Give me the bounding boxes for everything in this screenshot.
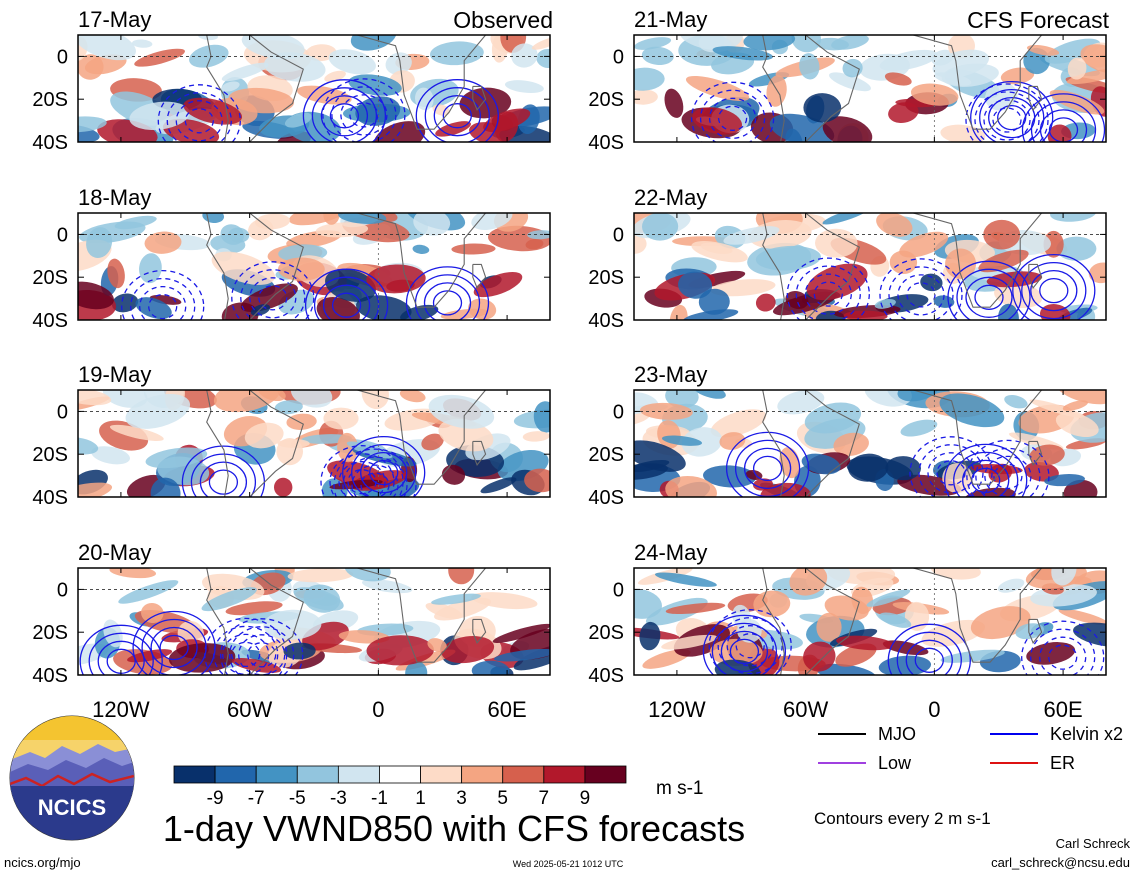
colorbar-label: -7: [248, 788, 265, 809]
lat-tick-label: 20S: [588, 267, 624, 289]
lat-tick-label: 0: [613, 579, 624, 601]
lon-tick-labels: 120W 60W 0 60E 120W 60W 0 60E: [92, 697, 1083, 722]
ncics-logo: NCICS: [9, 715, 135, 841]
colorbar-swatch: [584, 765, 627, 784]
panel-19-May: 0 20S 40S 19-May: [32, 362, 551, 509]
footer-timestamp: Wed 2025-05-21 1012 UTC: [513, 859, 624, 869]
legend-label: ER: [1050, 753, 1075, 773]
footer-author: Carl Schreck: [1056, 836, 1131, 851]
lat-tick-label: 0: [57, 579, 68, 601]
colorbar-swatch: [543, 765, 586, 784]
contour-note: Contours every 2 m s-1: [814, 809, 991, 828]
logo-text: NCICS: [38, 795, 106, 820]
colorbar-label: -1: [371, 788, 388, 809]
legend: MJO Kelvin x2 Low ER: [818, 724, 1123, 773]
colorbar-label: 5: [497, 788, 508, 809]
panels-layer: 020S40S17-May020S40S18-May020S40S19-May0…: [32, 7, 1107, 687]
lat-tick-label: 20S: [588, 444, 624, 466]
colorbar-swatch: [214, 765, 257, 784]
lat-tick-label: 20S: [32, 267, 68, 289]
lon-tick-label: 60E: [1044, 697, 1083, 722]
colorbar-swatch: [461, 765, 504, 784]
colorbar-swatch: [379, 765, 421, 784]
panel-date-label: 23-May: [634, 362, 707, 387]
lat-tick-label: 0: [613, 401, 624, 423]
lat-tick-label: 0: [613, 224, 624, 246]
colorbar-swatch: [255, 765, 298, 784]
lat-tick-label: 40S: [588, 665, 624, 687]
panel-23-May: 0 20S 40S 23-May: [588, 362, 1107, 509]
lat-tick-label: 0: [57, 224, 68, 246]
lat-tick-label: 40S: [32, 132, 68, 154]
panel-18-May: 0 20S 40S 18-May: [32, 185, 551, 332]
lat-tick-label: 40S: [588, 487, 624, 509]
colorbar-label: 9: [580, 788, 591, 809]
legend-item-mjo: MJO: [818, 724, 916, 744]
panel-22-May: 0 20S 40S 22-May: [588, 185, 1107, 332]
legend-label: Kelvin x2: [1050, 724, 1123, 744]
legend-label: MJO: [878, 724, 916, 744]
lat-tick-label: 20S: [32, 444, 68, 466]
panel-date-label: 18-May: [78, 185, 151, 210]
legend-label: Low: [878, 753, 912, 773]
lat-tick-label: 40S: [32, 487, 68, 509]
legend-item-low: Low: [818, 753, 912, 773]
lat-tick-label: 20S: [32, 89, 68, 111]
legend-item-er: ER: [990, 753, 1075, 773]
colorbar-label: -9: [207, 788, 224, 809]
colorbar-swatch: [296, 765, 339, 784]
lat-tick-label: 0: [613, 46, 624, 68]
panel-date-label: 20-May: [78, 540, 151, 565]
colorbar-swatch: [502, 765, 545, 784]
panel-date-label: 21-May: [634, 7, 707, 32]
colorbar-label: -5: [289, 788, 306, 809]
panel-date-label: 19-May: [78, 362, 151, 387]
lat-tick-label: 40S: [588, 132, 624, 154]
lon-tick-label: 60E: [488, 697, 527, 722]
lon-tick-label: 60W: [227, 697, 272, 722]
panel-date-label: 22-May: [634, 185, 707, 210]
lon-tick-label: 120W: [92, 697, 150, 722]
colorbar-swatch: [420, 765, 463, 784]
footer-url[interactable]: ncics.org/mjo: [4, 855, 81, 870]
colorbar-label: 1: [415, 788, 426, 809]
lat-tick-label: 40S: [32, 665, 68, 687]
legend-item-kelvin-x2: Kelvin x2: [990, 724, 1123, 744]
lon-tick-label: 0: [928, 697, 940, 722]
colorbar-swatch: [173, 765, 216, 784]
colorbar-label: 7: [539, 788, 550, 809]
units-label: m s-1: [656, 778, 704, 799]
column-label-forecast: CFS Forecast: [967, 7, 1109, 33]
panel-21-May: 0 20S 40S 21-May: [588, 7, 1107, 154]
panel-20-May: 0 20S 40S 20-May: [32, 540, 551, 687]
lat-tick-label: 20S: [588, 89, 624, 111]
lat-tick-label: 0: [57, 401, 68, 423]
panel-17-May: 0 20S 40S 17-May: [32, 7, 551, 154]
panel-date-label: 24-May: [634, 540, 707, 565]
panel-24-May: 0 20S 40S 24-May: [588, 540, 1107, 687]
panel-date-label: 17-May: [78, 7, 151, 32]
footer-email[interactable]: carl_schreck@ncsu.edu: [991, 855, 1130, 870]
colorbar-label: 3: [456, 788, 467, 809]
lat-tick-label: 40S: [32, 310, 68, 332]
lon-tick-label: 120W: [648, 697, 706, 722]
lon-tick-label: 60W: [783, 697, 828, 722]
lat-tick-label: 20S: [588, 622, 624, 644]
colorbar-swatch: [337, 765, 380, 784]
lat-tick-label: 20S: [32, 622, 68, 644]
main-title: 1-day VWND850 with CFS forecasts: [163, 808, 745, 849]
colorbar: -9 -7 -5 -3 -1 1 3 5 7 9: [173, 765, 627, 809]
column-label-observed: Observed: [453, 7, 553, 33]
lon-tick-label: 0: [372, 697, 384, 722]
lat-tick-label: 0: [57, 46, 68, 68]
colorbar-label: -3: [330, 788, 347, 809]
lat-tick-label: 40S: [588, 310, 624, 332]
